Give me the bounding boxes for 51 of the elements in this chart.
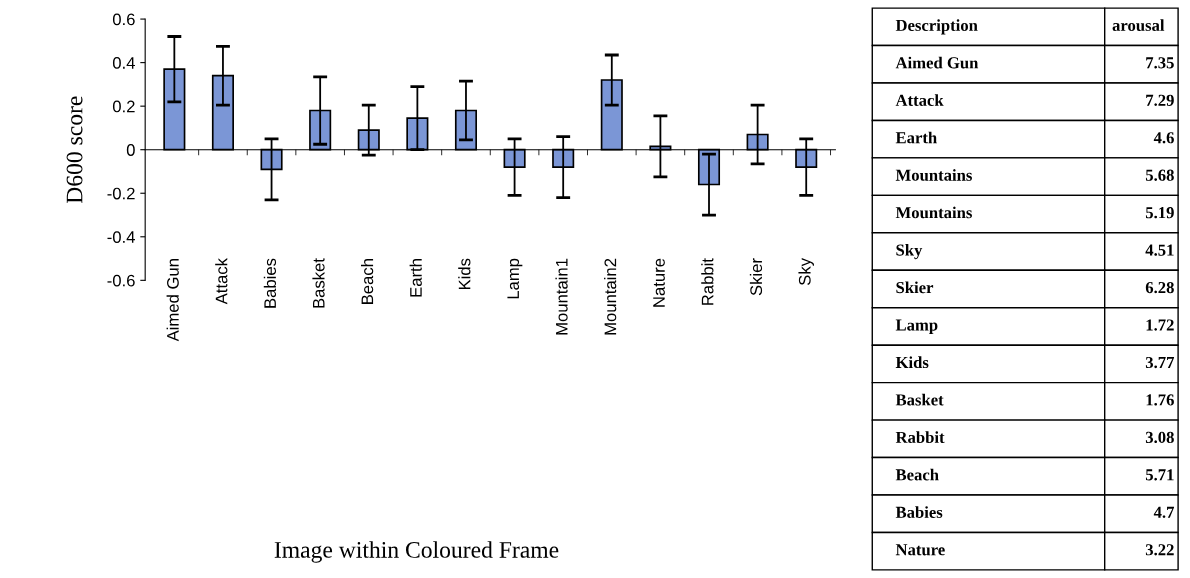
category-label: Mountains [895,169,972,181]
x-tick-label: Basket [312,258,325,308]
data-label: 5.19 [1145,207,1174,219]
x-tick-label: Mountain1 [555,258,568,335]
x-tick-label: Sky [798,258,814,286]
y-tick-label: 0.4 [112,57,135,69]
data-label: 1.76 [1146,394,1174,406]
data-label: 4.6 [1153,132,1174,144]
y-tick-label: 0 [126,144,135,156]
category-label: Basket [895,393,944,406]
data-label: 6.28 [1145,281,1174,294]
x-axis-title: Image within Coloured Frame [274,541,559,563]
category-label: Sky [896,243,923,260]
category-label: Rabbit [895,431,945,443]
data-label: 3.22 [1145,544,1174,556]
data-label: 3.77 [1145,356,1175,369]
data-label: 4.7 [1153,506,1175,518]
data-label: 5.71 [1145,469,1174,481]
data-label: 7.35 [1146,57,1174,69]
x-tick-label: Skier [749,258,763,296]
x-tick-label: Lamp [507,258,523,299]
category-label: Aimed Gun [895,56,979,69]
x-tick-label: Mountain2 [604,258,617,335]
y-axis-title: D600 score [66,96,83,204]
x-tick-label: Kids [458,258,471,290]
data-label: 3.08 [1145,431,1174,444]
y-tick-label: 0.2 [112,100,135,113]
x-tick-label: Beach [361,259,374,304]
category-label: Attack [895,94,944,106]
text: Description [895,19,978,35]
data-label: 5.68 [1145,169,1174,181]
category-label: Nature [895,544,945,556]
x-tick-label: Nature [653,258,665,307]
y-tick-label: -0.4 [107,231,135,243]
text: arousal [1112,19,1165,32]
x-tick-label: Earth [409,259,422,297]
category-label: Kids [895,356,929,369]
y-tick-label: -0.6 [107,274,135,287]
data-label: 7.29 [1146,94,1174,106]
x-tick-label: Rabbit [701,258,714,305]
x-tick-label: Attack [215,258,228,305]
data-label: 1.72 [1146,319,1174,331]
category-label: Beach [895,468,939,481]
category-label: Babies [895,506,943,518]
category-label: Earth [895,131,937,144]
x-tick-label: Babies [263,258,277,308]
y-tick-label: 0.6 [112,13,135,26]
y-tick-label: -0.2 [107,187,135,200]
category-label: Mountains [895,206,972,219]
x-tick-label: Aimed Gun [166,259,179,342]
data-label: 4.51 [1145,244,1174,256]
